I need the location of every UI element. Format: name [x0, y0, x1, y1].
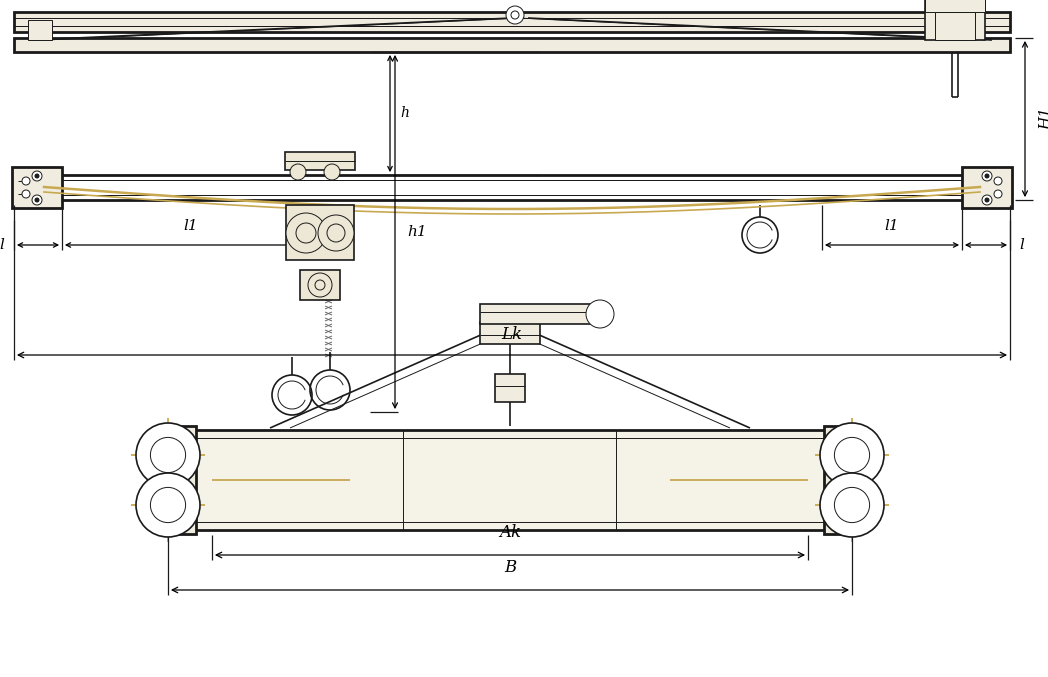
Circle shape — [32, 171, 42, 181]
Bar — [925, 0, 985, 40]
Circle shape — [820, 423, 885, 487]
Circle shape — [985, 174, 989, 178]
Text: Lk: Lk — [501, 326, 523, 343]
Circle shape — [994, 190, 1002, 198]
Bar — [12, 167, 62, 208]
Circle shape — [994, 177, 1002, 185]
Bar — [480, 322, 540, 344]
Circle shape — [586, 300, 614, 328]
Bar — [178, 426, 196, 534]
Circle shape — [506, 6, 524, 24]
Bar — [300, 270, 340, 300]
Bar — [285, 152, 355, 170]
Text: h1: h1 — [407, 225, 427, 239]
Bar — [14, 38, 1010, 52]
Text: l1: l1 — [183, 219, 198, 233]
Bar — [480, 304, 595, 324]
Circle shape — [22, 177, 30, 185]
Circle shape — [290, 164, 306, 180]
Circle shape — [820, 473, 885, 537]
Bar — [962, 167, 1012, 208]
Text: l: l — [0, 238, 4, 252]
Text: l1: l1 — [885, 219, 899, 233]
Circle shape — [35, 198, 39, 202]
Circle shape — [318, 215, 354, 251]
Bar — [824, 426, 842, 534]
Circle shape — [286, 213, 326, 253]
Circle shape — [982, 195, 992, 205]
Bar — [28, 20, 52, 40]
Circle shape — [136, 473, 200, 537]
Text: l: l — [1020, 238, 1025, 252]
Circle shape — [308, 273, 332, 297]
Bar — [935, 12, 975, 40]
Circle shape — [22, 190, 30, 198]
Circle shape — [982, 171, 992, 181]
Circle shape — [985, 198, 989, 202]
Bar — [925, 0, 985, 12]
Text: h: h — [400, 106, 409, 120]
Circle shape — [324, 164, 340, 180]
Circle shape — [32, 195, 42, 205]
Bar — [14, 12, 1010, 32]
Bar — [286, 205, 354, 260]
Circle shape — [136, 423, 200, 487]
Bar — [495, 374, 525, 402]
Text: B: B — [504, 559, 516, 576]
Text: Ak: Ak — [499, 524, 521, 541]
Bar — [190, 430, 830, 530]
Circle shape — [35, 174, 39, 178]
Text: H1: H1 — [1039, 108, 1048, 131]
Circle shape — [511, 11, 519, 19]
